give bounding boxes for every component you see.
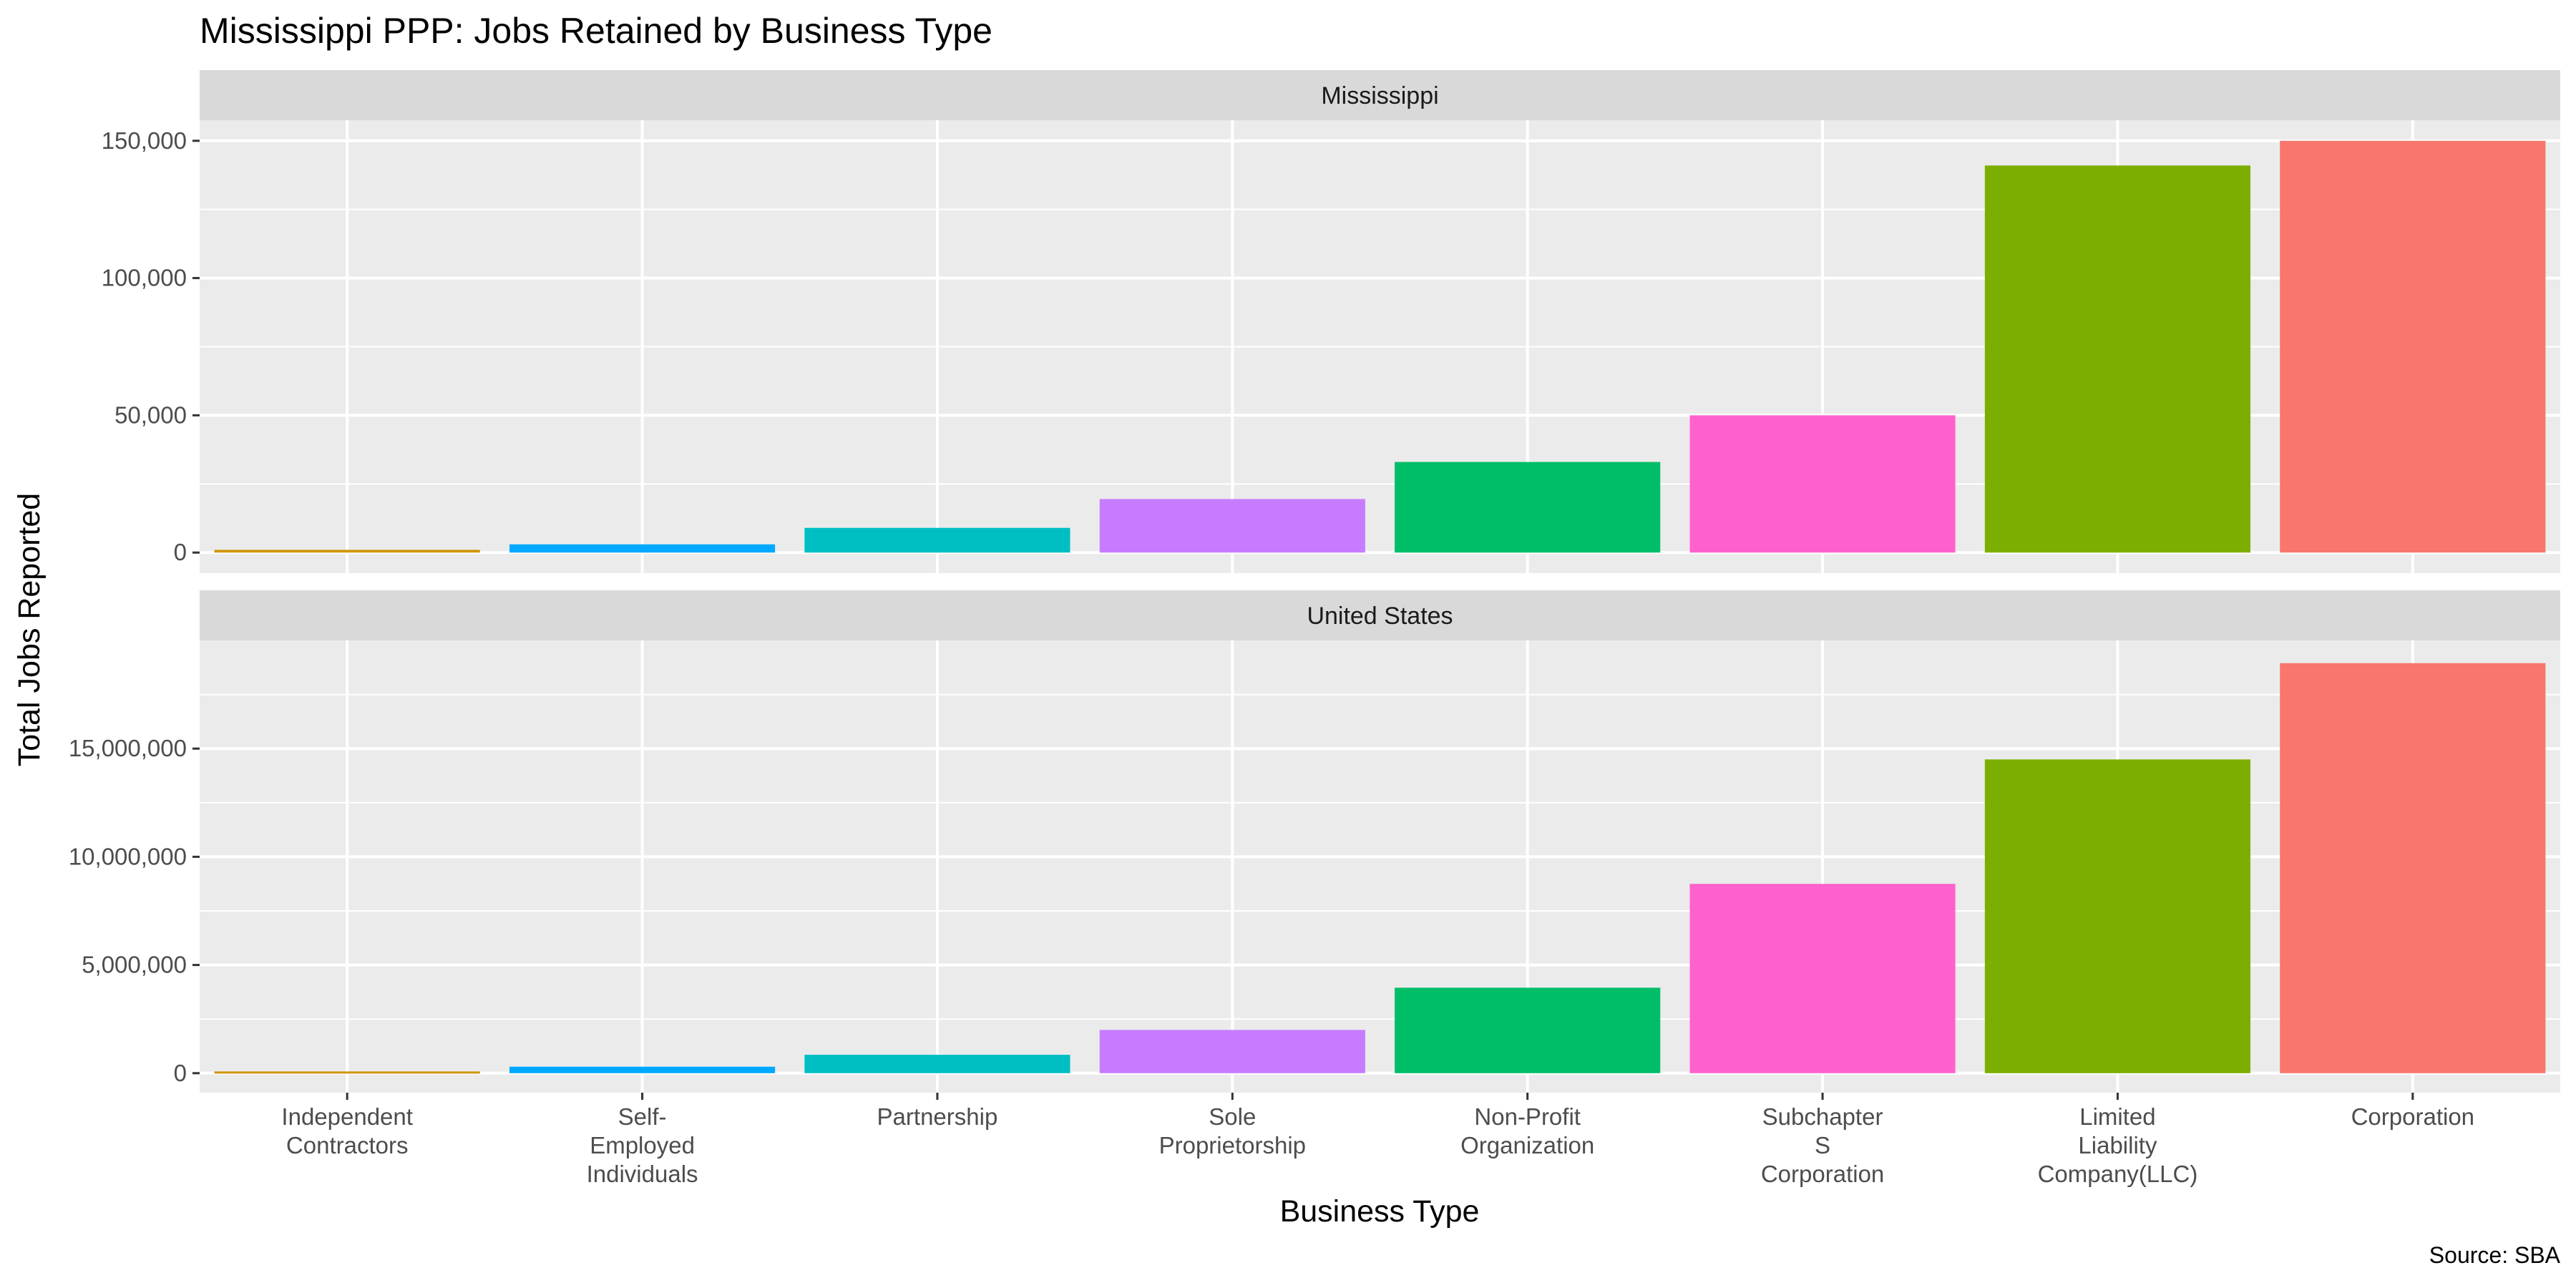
- y-tick-label: 5,000,000: [82, 952, 187, 978]
- bar: [1689, 415, 1956, 553]
- bar: [214, 1071, 480, 1074]
- facet-panels: Mississippi 0 50,000 100,000 150,000 United S…: [69, 70, 2560, 1093]
- y-axis-title: Total Jobs Reported: [12, 493, 47, 766]
- x-tick-label: Non-Profit Organization: [1460, 1103, 1594, 1158]
- y-tick-label: 150,000: [102, 127, 187, 154]
- x-tick-label: Independent Contractors: [281, 1103, 413, 1158]
- y-tick-label: 15,000,000: [69, 735, 187, 761]
- facet-panel: United States 0 5,000,000 10,000,000 15,000,…: [69, 590, 2560, 1093]
- y-tick-label: 50,000: [114, 401, 187, 428]
- x-axis-title: Business Type: [1280, 1194, 1480, 1229]
- x-tick-label: Corporation: [2351, 1103, 2474, 1130]
- x-tick-label: Self-Employed Individuals: [587, 1103, 698, 1187]
- bar: [1099, 499, 1365, 553]
- x-tick-label: Sole Proprietorship: [1159, 1103, 1306, 1158]
- bar: [1984, 759, 2251, 1073]
- facet-strip-label: United States: [1307, 602, 1453, 630]
- y-tick-label: 0: [174, 1060, 187, 1086]
- x-tick-label: Limited Liability Company(LLC): [2038, 1103, 2198, 1187]
- bar: [2280, 140, 2546, 553]
- chart-title: Mississippi PPP: Jobs Retained by Busine…: [200, 11, 992, 51]
- y-tick-label: 10,000,000: [69, 843, 187, 869]
- y-tick-label: 0: [174, 539, 187, 565]
- facet-strip: [200, 70, 2560, 120]
- bar: [214, 550, 480, 553]
- bar: [1689, 884, 1956, 1073]
- x-tick-label: Partnership: [877, 1103, 998, 1130]
- caption: Source: SBA: [2429, 1242, 2561, 1268]
- y-tick-label: 100,000: [102, 265, 187, 291]
- bar: [1395, 462, 1661, 553]
- bar: [509, 1066, 776, 1073]
- bar: [1984, 165, 2251, 553]
- facet-panel: Mississippi 0 50,000 100,000 150,000: [102, 70, 2560, 573]
- bar: [804, 527, 1070, 553]
- bar: [1395, 987, 1661, 1073]
- bar: [2280, 663, 2546, 1073]
- x-axis: Independent Contractors Self-Employed Indiv…: [281, 1093, 2474, 1187]
- bar: [804, 1055, 1070, 1073]
- facet-strip: [200, 590, 2560, 640]
- x-tick-label: Subchapter S Corporation: [1761, 1103, 1884, 1187]
- bar: [1099, 1030, 1365, 1073]
- facet-strip-label: Mississippi: [1321, 82, 1438, 109]
- bar: [509, 544, 776, 553]
